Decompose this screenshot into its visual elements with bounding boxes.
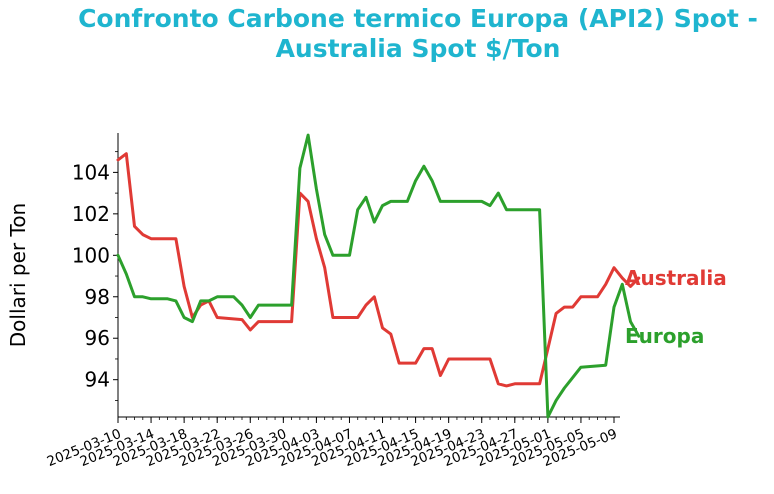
series-line-australia (116, 152, 641, 388)
chart-title-line-2: Australia Spot $/Ton (275, 34, 561, 63)
series-line-europa (116, 133, 641, 419)
chart-title-line-1: Confronto Carbone termico Europa (API2) … (78, 4, 758, 33)
y-tick-label: 104 (72, 160, 110, 184)
chart-title: Confronto Carbone termico Europa (API2) … (40, 4, 774, 64)
series-label-europa: Europa (625, 324, 704, 348)
series-label-australia: Australia (625, 266, 727, 290)
y-tick-label: 96 (85, 326, 110, 350)
y-tick-label: 102 (72, 202, 110, 226)
y-tick-label: 100 (72, 243, 110, 267)
y-axis-label: Dollari per Ton (6, 203, 30, 347)
y-tick-label: 94 (85, 368, 110, 392)
y-tick-label: 98 (85, 285, 110, 309)
